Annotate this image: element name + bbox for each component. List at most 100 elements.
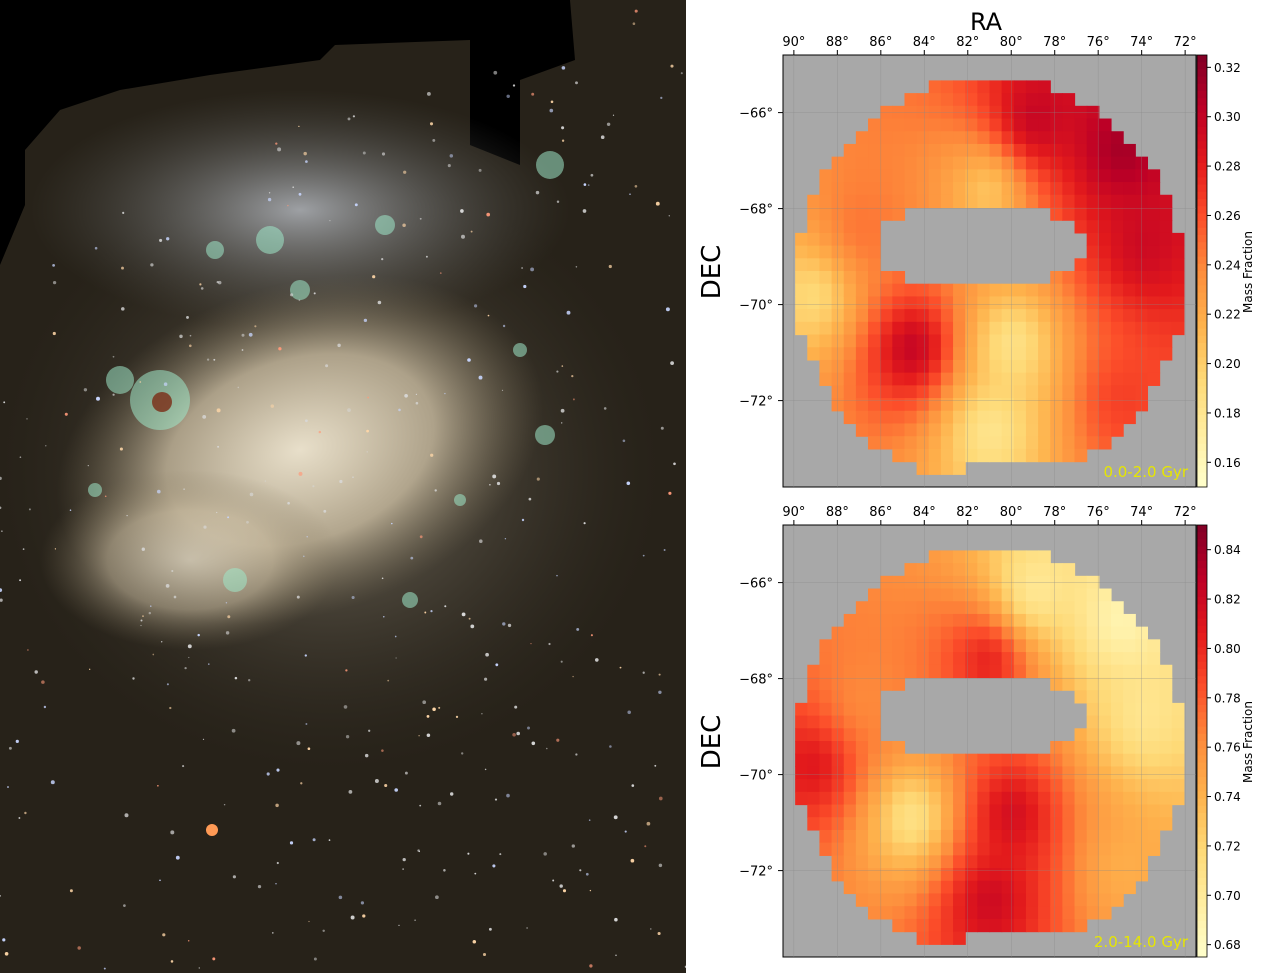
star (352, 115, 356, 118)
map-bin (1086, 271, 1100, 285)
map-bin (880, 588, 893, 602)
map-bin (989, 131, 1003, 145)
y-tick-label: −68° (739, 203, 773, 218)
hii-region (402, 592, 418, 608)
colorbar-frame (1196, 524, 1208, 958)
map-bin (855, 652, 869, 666)
map-bin (916, 626, 930, 640)
star (395, 657, 397, 659)
map-bin (892, 309, 906, 323)
map-bin (904, 131, 918, 145)
map-bin (953, 156, 966, 170)
star (159, 238, 163, 242)
map-bin (1025, 334, 1039, 348)
map-bin (1098, 258, 1112, 272)
map-bin (855, 880, 869, 895)
star (576, 627, 580, 631)
colorbar-step (1197, 263, 1207, 272)
map-bin (953, 398, 966, 412)
colorbar-step (1197, 892, 1207, 900)
colorbar-step (1197, 364, 1207, 373)
x-tick-label: 84° (913, 505, 936, 520)
star (615, 954, 617, 957)
map-bin (1001, 156, 1015, 170)
colorbar-step (1197, 105, 1207, 114)
x-tick-label: 72° (1174, 35, 1197, 50)
map-bin (807, 791, 821, 806)
star (103, 967, 106, 970)
star (562, 889, 567, 893)
star (634, 184, 638, 188)
star (372, 275, 376, 279)
map-bin (1013, 93, 1027, 107)
map-bin (1025, 601, 1039, 615)
map-bin (1086, 626, 1100, 640)
map-bin (1123, 804, 1136, 818)
x-tick-label: 88° (826, 35, 849, 50)
map-bin (989, 182, 1003, 196)
colorbar-step (1197, 458, 1207, 466)
map-bin (831, 753, 845, 768)
map-bin (940, 880, 954, 895)
map-bin (868, 677, 881, 691)
map-bin (1086, 855, 1100, 869)
star (589, 964, 593, 968)
map-bin (892, 868, 906, 882)
map-bin (868, 639, 881, 653)
map-bin (1025, 779, 1039, 793)
map-bin (965, 906, 978, 920)
map-bin (989, 283, 1003, 298)
map-bin (916, 410, 930, 425)
map-bin (1013, 80, 1027, 94)
map-bin (1147, 334, 1161, 348)
map-bin (795, 779, 808, 793)
map-bin (1123, 271, 1136, 285)
y-tick-label: −72° (739, 395, 773, 410)
map-bin (1074, 728, 1088, 742)
star (660, 96, 663, 100)
map-bin (1001, 588, 1015, 602)
map-bin (1001, 182, 1015, 196)
colorbar-step (1197, 285, 1207, 294)
star (575, 81, 578, 85)
y-tick-label: −70° (739, 769, 773, 784)
map-bin (892, 143, 906, 158)
map-bin (965, 321, 978, 336)
map-bin (1062, 436, 1076, 450)
map-bin (1062, 194, 1076, 209)
star (345, 735, 350, 739)
map-bin (1159, 766, 1173, 780)
map-bin (953, 423, 966, 437)
map-bin (1098, 753, 1112, 768)
map-bin (1110, 855, 1124, 869)
map-bin (1062, 410, 1076, 425)
map-bin (1038, 880, 1051, 895)
map-bin (880, 664, 893, 679)
map-bin (880, 842, 893, 856)
map-bin (892, 283, 906, 298)
map-bin (880, 410, 893, 425)
map-bin (1074, 194, 1088, 209)
map-bin (928, 436, 942, 450)
star (384, 783, 388, 788)
map-bin (940, 372, 954, 386)
star (654, 764, 657, 767)
map-bin (1147, 753, 1161, 768)
map-bin (1086, 652, 1100, 666)
map-bin (916, 855, 930, 869)
map-bin (1025, 80, 1039, 94)
star (19, 579, 22, 582)
map-bin (855, 639, 869, 653)
star (512, 733, 516, 737)
map-bin (1050, 880, 1063, 895)
star (398, 924, 400, 927)
map-bin (1038, 753, 1051, 768)
star (658, 863, 663, 868)
map-bin (928, 601, 942, 615)
map-bin (928, 804, 942, 818)
map-bin (928, 918, 942, 933)
map-bin (1013, 563, 1027, 577)
map-bin (928, 385, 942, 399)
map-bin (916, 118, 930, 132)
star (613, 815, 618, 820)
